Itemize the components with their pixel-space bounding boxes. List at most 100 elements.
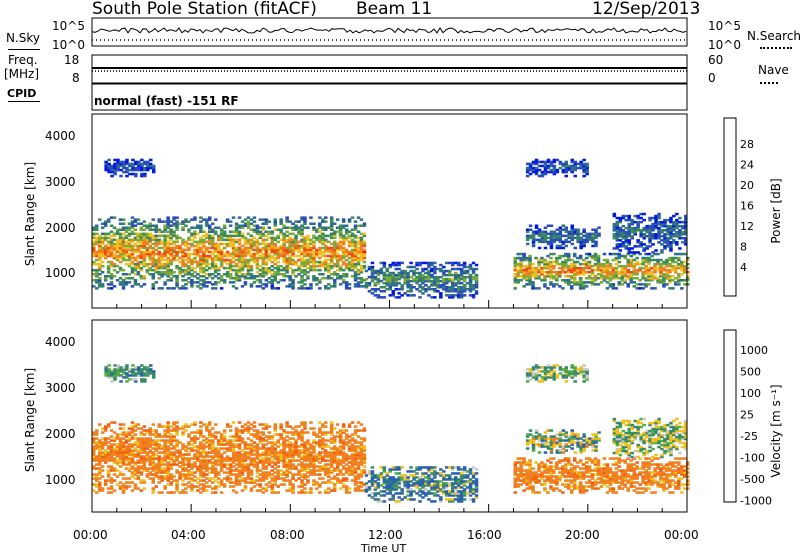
velocity-echo-cell	[249, 479, 254, 482]
velocity-echo-cell	[124, 445, 129, 448]
velocity-echo-cell	[370, 476, 375, 479]
power-echo-cell	[104, 162, 108, 166]
velocity-echo-cell	[103, 439, 108, 442]
power-echo-cell	[214, 275, 218, 278]
power-echo-cell	[92, 228, 96, 231]
power-echo-cell	[145, 268, 150, 272]
velocity-echo-cell	[106, 487, 111, 490]
velocity-echo-cell	[190, 447, 194, 450]
power-echo-cell	[558, 238, 563, 242]
power-echo-cell	[388, 282, 392, 285]
power-echo-cell	[309, 250, 313, 254]
velocity-echo-cell	[394, 466, 398, 469]
velocity-echo-cell	[436, 494, 440, 497]
power-echo-cell	[187, 230, 191, 233]
velocity-echo-cell	[264, 453, 269, 456]
power-echo-cell	[344, 281, 349, 284]
velocity-echo-cell	[107, 374, 111, 377]
velocity-echo-cell	[103, 453, 108, 456]
velocity-echo-cell	[157, 491, 161, 494]
power-echo-cell	[558, 234, 563, 238]
velocity-echo-cell	[350, 437, 355, 440]
velocity-echo-cell	[300, 423, 304, 426]
velocity-echo-cell	[140, 380, 144, 383]
velocity-echo-cell	[282, 445, 286, 448]
velocity-echo-cell	[95, 457, 99, 460]
velocity-echo-cell	[394, 482, 398, 485]
power-echo-cell	[367, 267, 372, 271]
velocity-echo-cell	[264, 471, 269, 474]
velocity-echo-cell	[228, 441, 233, 444]
power-echo-cell	[309, 256, 313, 260]
velocity-echo-cell	[110, 374, 114, 377]
velocity-echo-cell	[145, 453, 150, 456]
power-echo-cell	[285, 226, 289, 229]
power-echo-cell	[303, 244, 307, 248]
velocity-echo-cell	[208, 441, 212, 444]
power-echo-cell	[217, 226, 221, 229]
power-echo-cell	[421, 269, 425, 273]
power-echo-cell	[528, 236, 533, 240]
velocity-echo-cell	[133, 447, 138, 450]
power-echo-cell	[175, 275, 179, 278]
power-echo-cell	[312, 268, 316, 272]
velocity-echo-cell	[273, 477, 277, 480]
power-echo-cell	[549, 238, 554, 242]
power-echo-cell	[261, 266, 266, 270]
velocity-echo-cell	[113, 374, 117, 377]
power-echo-cell	[454, 277, 458, 281]
power-echo-cell	[282, 250, 286, 254]
power-echo-cell	[294, 248, 298, 252]
velocity-echo-cell	[344, 453, 349, 456]
velocity-echo-cell	[273, 467, 277, 470]
power-echo-cell	[137, 162, 141, 166]
power-echo-cell	[341, 226, 346, 229]
velocity-echo-cell	[448, 482, 452, 485]
velocity-echo-cell	[561, 445, 566, 448]
velocity-echo-cell	[103, 481, 108, 484]
velocity-echo-cell	[140, 372, 144, 375]
power-echo-cell	[143, 172, 147, 176]
power-echo-cell	[353, 254, 358, 258]
power-echo-cell	[121, 222, 126, 225]
power-echo-cell	[421, 267, 425, 271]
velocity-echo-cell	[468, 488, 473, 491]
power-echo-cell	[118, 234, 123, 238]
velocity-echo-cell	[140, 378, 144, 381]
velocity-echo-cell	[187, 481, 191, 484]
velocity-echo-cell	[442, 492, 446, 495]
velocity-echo-cell	[109, 457, 114, 460]
power-echo-cell	[119, 164, 123, 168]
velocity-echo-cell	[388, 490, 392, 493]
velocity-echo-cell	[190, 465, 194, 468]
power-echo-cell	[388, 294, 392, 297]
velocity-echo-cell	[297, 471, 301, 474]
velocity-echo-cell	[92, 433, 96, 436]
velocity-echo-cell	[397, 486, 401, 489]
power-echo-cell	[240, 226, 245, 229]
power-echo-cell	[318, 262, 322, 266]
power-echo-cell	[115, 256, 120, 260]
power-echo-cell	[240, 273, 245, 276]
power-echo-cell	[163, 250, 167, 254]
velocity-echo-cell	[309, 463, 313, 466]
power-echo-cell	[187, 254, 191, 258]
power-echo-cell	[134, 174, 138, 178]
power-echo-cell	[303, 271, 307, 274]
velocity-echo-cell	[465, 492, 470, 495]
power-echo-cell	[282, 248, 286, 252]
power-echo-cell	[134, 168, 138, 172]
velocity-echo-cell	[172, 459, 176, 462]
power-echo-cell	[139, 268, 144, 272]
power-echo-cell	[92, 250, 96, 254]
velocity-echo-cell	[205, 489, 209, 492]
velocity-echo-cell	[119, 380, 123, 383]
velocity-echo-cell	[424, 494, 428, 497]
power-echo-cell	[139, 232, 144, 236]
power-echo-cell	[211, 228, 215, 231]
power-echo-cell	[294, 246, 298, 250]
power-echo-cell	[160, 246, 164, 250]
power-echo-cell	[350, 248, 355, 252]
velocity-echo-cell	[427, 470, 431, 473]
power-echo-cell	[468, 282, 473, 285]
